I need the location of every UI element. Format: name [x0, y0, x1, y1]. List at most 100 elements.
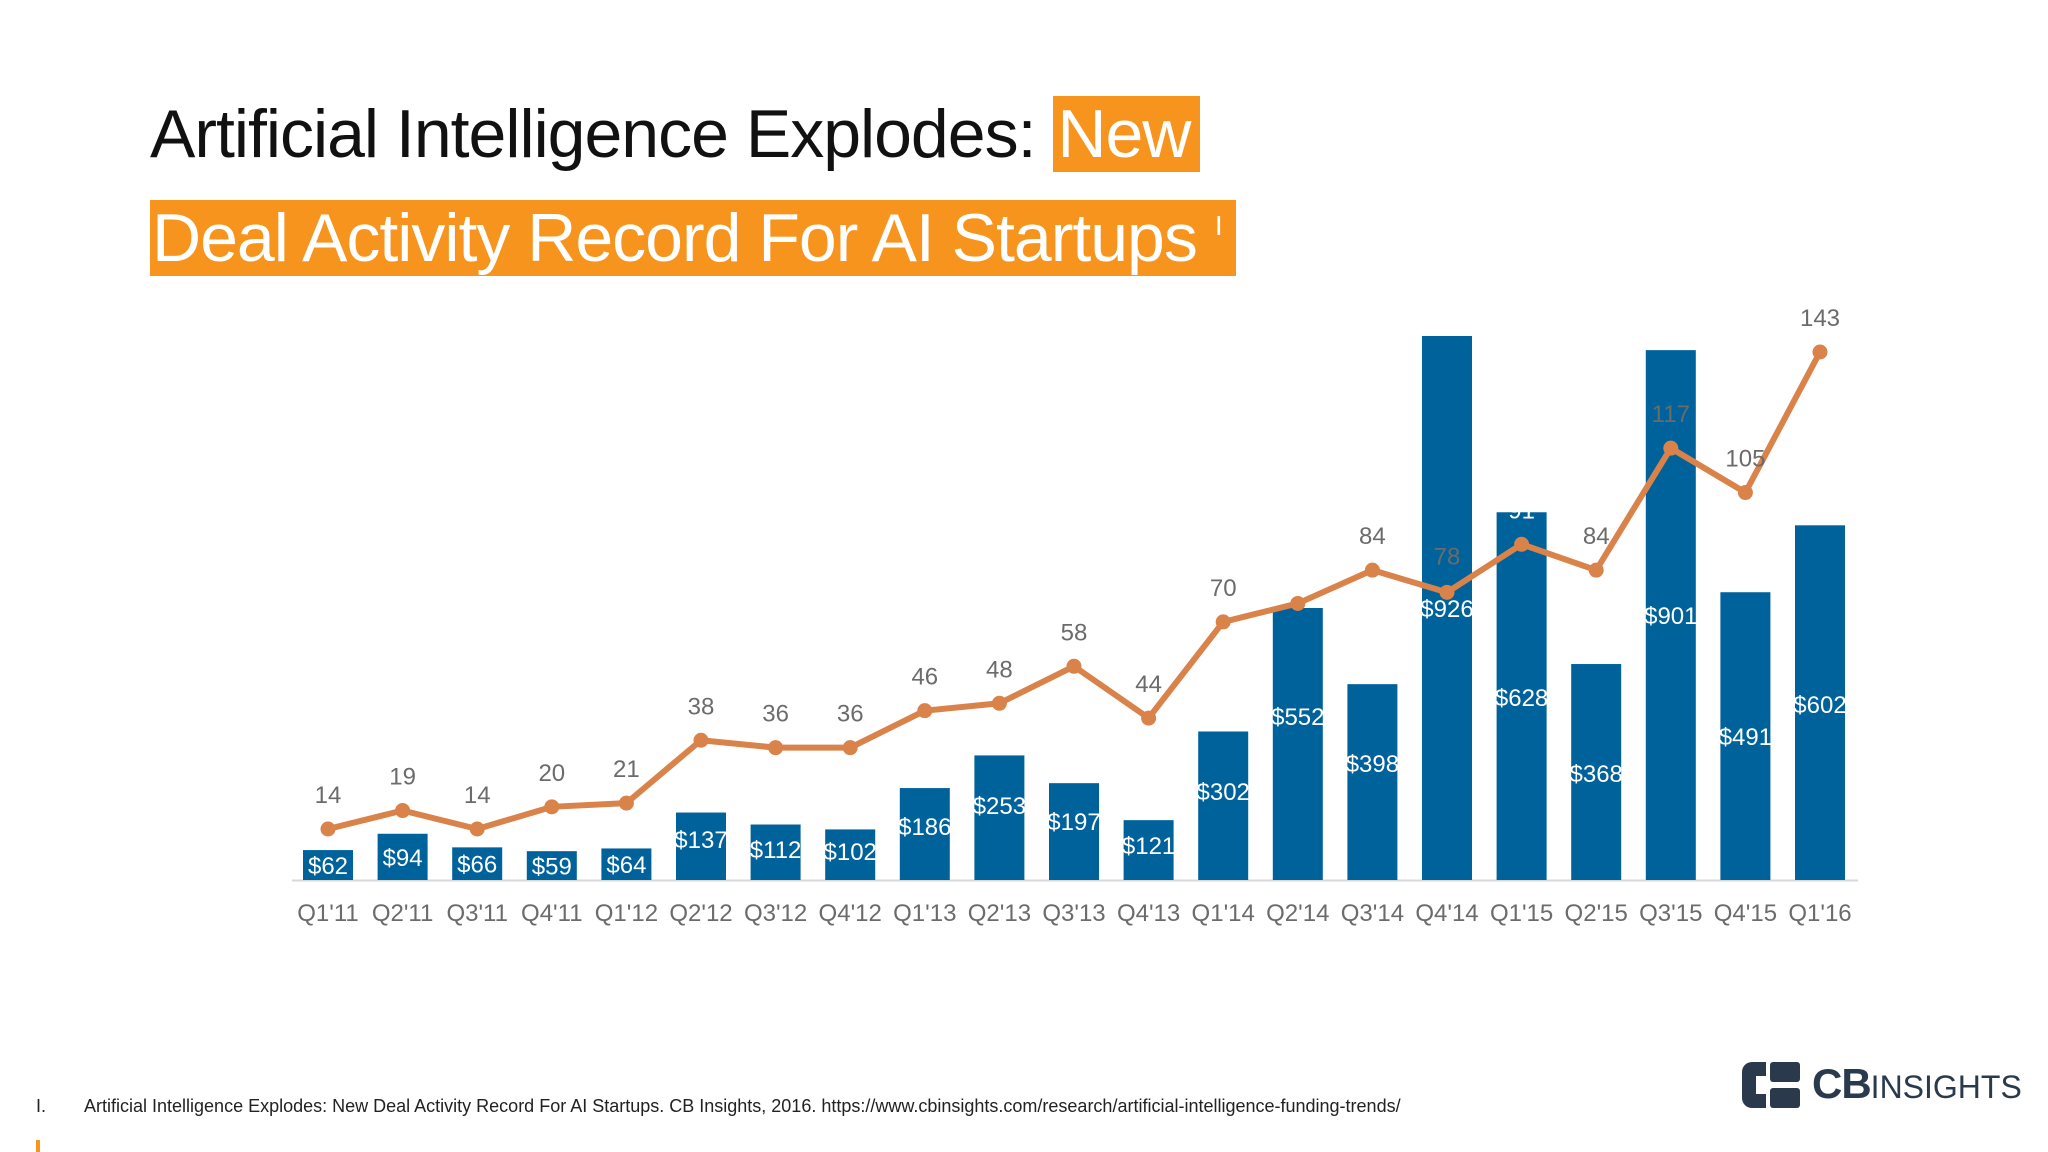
bar-Q3'15 — [1645, 350, 1696, 880]
bar-value-label: $137 — [674, 827, 727, 854]
bar-value-label: $59 — [532, 854, 572, 881]
deal-count-label: 91 — [1508, 497, 1535, 524]
deal-count-label: 117 — [1652, 401, 1690, 428]
deal-count-label: 143 — [1800, 305, 1840, 332]
x-tick-label: Q3'15 — [1639, 900, 1702, 927]
bar-Q1'16 — [1795, 525, 1845, 880]
deal-count-point — [544, 799, 560, 815]
deal-count-label: 36 — [762, 701, 789, 728]
deal-count-point — [1290, 595, 1306, 611]
deal-count-label: 14 — [315, 782, 342, 809]
footnote-number: I. — [36, 1096, 47, 1116]
deal-count-label: 58 — [1061, 619, 1088, 646]
deal-count-label: 84 — [1359, 523, 1386, 550]
slide-title: Artificial Intelligence Explodes: New De… — [150, 88, 1236, 284]
title-line-1: Artificial Intelligence Explodes: New — [150, 88, 1236, 180]
x-tick-label: Q2'11 — [372, 900, 434, 927]
x-tick-label: Q2'14 — [1266, 900, 1329, 927]
deal-count-point — [1663, 440, 1679, 456]
cb-insights-logo: CBINSIGHTS — [1740, 1058, 2022, 1114]
deal-count-point — [917, 703, 933, 719]
bar-Q3'11 — [452, 847, 503, 880]
bar-value-label: $926 — [1420, 596, 1473, 623]
bar-value-label: $197 — [1047, 809, 1100, 836]
x-tick-label: Q2'15 — [1565, 900, 1628, 927]
x-tick-label: Q1'16 — [1788, 900, 1851, 927]
bar-Q1'13 — [899, 788, 950, 880]
deal-activity-chart: $62 $94 $66 $59 $64 $137 $112 $102 $186 $253 $197 $… — [292, 305, 1858, 927]
x-tick-label: Q1'12 — [595, 900, 658, 927]
accent-mark — [36, 1140, 40, 1152]
deal-count-label: 21 — [613, 756, 640, 783]
deal-count-point — [1439, 584, 1455, 600]
footnote-text: Artificial Intelligence Explodes: New De… — [84, 1096, 1401, 1116]
deal-count-label: 48 — [986, 656, 1013, 683]
cb-logo-icon — [1742, 1062, 1800, 1108]
x-tick-label: Q3'14 — [1341, 900, 1404, 927]
bar-value-label: $62 — [308, 853, 348, 880]
deal-count-label: 70 — [1210, 575, 1237, 602]
deal-count-point — [842, 740, 858, 756]
bar-value-label: $602 — [1793, 692, 1846, 719]
x-tick-label: Q4'14 — [1415, 900, 1478, 927]
bar-value-label: $186 — [898, 814, 951, 841]
bar-Q4'11 — [526, 851, 577, 880]
deal-count-point — [1215, 614, 1231, 630]
deal-count-point — [469, 821, 485, 837]
deal-count-label: 84 — [1583, 523, 1610, 550]
x-tick-label: Q1'13 — [893, 900, 956, 927]
title-highlight-2-text: Deal Activity Record For AI Startups — [152, 200, 1198, 276]
bar-value-label: $628 — [1495, 685, 1548, 712]
bar-Q1'12 — [601, 848, 652, 880]
x-tick-label: Q3'12 — [744, 900, 807, 927]
x-tick-label: Q2'12 — [669, 900, 732, 927]
bar-value-label: $491 — [1719, 724, 1772, 751]
bar-Q1'11 — [303, 850, 353, 880]
bar-value-label: $398 — [1346, 751, 1399, 778]
x-tick-label: Q1'11 — [297, 900, 359, 927]
deal-count-label: 19 — [389, 764, 416, 791]
bar-Q2'14 — [1272, 608, 1323, 880]
logo-insights: INSIGHTS — [1870, 1069, 2022, 1105]
bar-Q2'11 — [377, 833, 428, 880]
title-part1: Artificial Intelligence Explodes: — [150, 96, 1036, 172]
bar-Q3'12 — [750, 824, 801, 880]
bar-value-label: $94 — [383, 845, 423, 872]
deal-count-point — [1812, 344, 1828, 360]
logo-wordmark: CBINSIGHTS — [1812, 1060, 2022, 1108]
deal-count-label: 36 — [837, 701, 864, 728]
deal-count-label: 78 — [1434, 543, 1461, 570]
x-tick-label: Q1'15 — [1490, 900, 1553, 927]
deal-count-point — [618, 795, 634, 811]
deal-count-point — [693, 732, 709, 748]
bar-Q4'12 — [825, 829, 876, 880]
bar-Q3'14 — [1347, 684, 1398, 880]
x-tick-label: Q1'14 — [1192, 900, 1255, 927]
x-tick-label: Q4'13 — [1117, 900, 1180, 927]
deal-count-point — [1514, 536, 1530, 552]
x-tick-label: Q2'13 — [968, 900, 1031, 927]
deal-count-point — [1066, 658, 1082, 674]
deal-count-point — [395, 803, 411, 819]
deal-count-label: 44 — [1135, 671, 1162, 698]
x-tick-label: Q3'13 — [1042, 900, 1105, 927]
bar-value-label: $102 — [824, 839, 877, 866]
deal-count-point — [320, 821, 336, 837]
x-tick-label: Q4'12 — [819, 900, 882, 927]
title-highlight-2: Deal Activity Record For AI Startups I — [150, 200, 1236, 276]
deal-count-point — [1364, 562, 1380, 578]
x-tick-label: Q3'11 — [446, 900, 508, 927]
bar-Q2'12 — [676, 812, 726, 880]
bar-value-label: $302 — [1197, 779, 1250, 806]
x-tick-label: Q4'15 — [1714, 900, 1777, 927]
bar-value-label: $368 — [1570, 761, 1623, 788]
bar-Q2'15 — [1571, 664, 1622, 880]
bar-value-label: $552 — [1271, 704, 1324, 731]
deal-count-label: 38 — [688, 693, 715, 720]
bar-Q2'13 — [974, 755, 1025, 880]
x-tick-label: Q4'11 — [521, 900, 583, 927]
bar-value-label: $64 — [606, 852, 646, 879]
bar-Q1'14 — [1198, 731, 1249, 880]
bar-value-label: $66 — [457, 852, 497, 879]
bar-Q4'13 — [1123, 820, 1174, 880]
